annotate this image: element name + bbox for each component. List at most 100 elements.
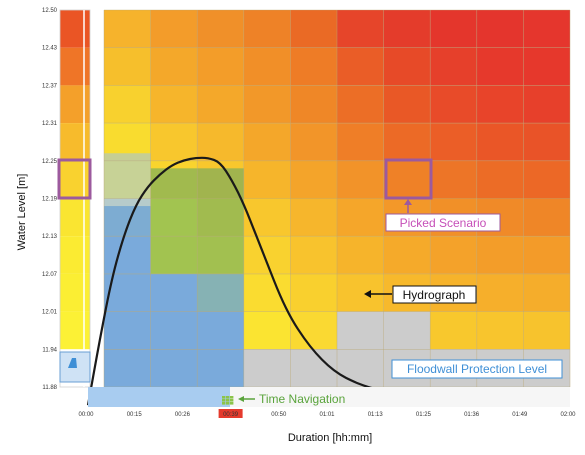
heatmap-cell[interactable] [337,349,384,387]
heatmap-cell[interactable] [476,273,524,312]
picked-scenario-label: Picked Scenario [400,216,487,230]
time-navigation-icon[interactable] [222,396,234,405]
flood-overlay [104,153,244,387]
timenav-grid-cell [230,396,234,399]
heatmap-cell[interactable] [430,85,477,124]
heatmap-cell[interactable] [104,85,151,124]
heatmap-cell[interactable] [430,160,477,199]
heatmap-cell[interactable] [290,47,337,86]
heatmap-cell[interactable] [476,10,524,48]
heatmap-cell[interactable] [523,273,570,312]
heatmap-cell[interactable] [476,311,524,350]
heatmap-cell[interactable] [243,198,291,237]
picked-scenario-label-box [385,213,501,232]
y-tick-label: 11.94 [42,347,57,353]
heatmap-cell[interactable] [290,160,337,199]
picked-arrow-head [404,199,412,205]
heatmap-cell[interactable] [150,85,198,124]
time-navigation-strip[interactable] [88,387,570,407]
heatmap-cell[interactable] [337,47,384,86]
heatmap-cell[interactable] [243,311,291,350]
heatmap-cell[interactable] [197,10,244,48]
heatmap-cell[interactable] [290,236,337,274]
heatmap-cell[interactable] [430,47,477,86]
heatmap-cell[interactable] [383,311,431,350]
heatmap-cell[interactable] [383,123,431,161]
heatmap-cell[interactable] [243,160,291,199]
heatmap-cell[interactable] [337,85,384,124]
heatmap-cell[interactable] [337,236,384,274]
heatmap-cell[interactable] [104,47,151,86]
heatmap-cell[interactable] [337,311,384,350]
heatmap-cell[interactable] [476,236,524,274]
time-navigation-annotation: Time Navigation [238,392,345,406]
heatmap-cell[interactable] [476,160,524,199]
sidebar-segment[interactable] [60,123,90,161]
heatmap-cell[interactable] [523,47,570,86]
heatmap-cell[interactable] [290,198,337,237]
heatmap-cell[interactable] [430,10,477,48]
sidebar-segment[interactable] [60,85,90,124]
heatmap-cell[interactable] [383,160,431,199]
x-tick-highlight[interactable] [218,409,243,418]
heatmap-cell[interactable] [337,160,384,199]
heatmap-cell[interactable] [197,85,244,124]
heatmap-cell[interactable] [290,349,337,387]
heatmap-cell[interactable] [337,273,384,312]
heatmap-cell[interactable] [150,123,198,161]
heatmap-cell[interactable] [430,311,477,350]
heatmap-cell[interactable] [243,47,291,86]
picked-sidebar-box[interactable] [57,158,92,200]
heatmap-cell[interactable] [243,236,291,274]
heatmap-cell[interactable] [383,10,431,48]
sidebar-level-marker[interactable] [59,351,91,383]
hydrograph-label-box [392,285,477,304]
heatmap-cell[interactable] [523,10,570,48]
x-tick-label: 00:00 [78,412,94,418]
sidebar-segment[interactable] [60,273,90,312]
timenav-grid-cell [230,399,234,402]
heatmap-cell[interactable] [523,123,570,161]
heatmap-cell[interactable] [243,349,291,387]
heatmap-cell[interactable] [383,85,431,124]
heatmap-cell[interactable] [243,123,291,161]
heatmap-cell[interactable] [290,311,337,350]
x-axis-title: Duration [hh:mm] [288,432,372,444]
heatmap-cell[interactable] [243,85,291,124]
heatmap-cell[interactable] [523,311,570,350]
sidebar-segment[interactable] [60,198,90,237]
heatmap-cell[interactable] [290,85,337,124]
heatmap-cell[interactable] [337,10,384,48]
heatmap-cell[interactable] [523,85,570,124]
heatmap-cell[interactable] [243,273,291,312]
heatmap-cell[interactable] [150,47,198,86]
heatmap-cell[interactable] [150,10,198,48]
picked-scenario-box[interactable] [384,158,433,200]
heatmap-cell[interactable] [337,198,384,237]
time-strip-flood-range [88,387,230,407]
heatmap-cell[interactable] [290,10,337,48]
sidebar-segment[interactable] [60,160,90,199]
heatmap-cell[interactable] [290,273,337,312]
heatmap-cell[interactable] [430,123,477,161]
heatmap-cell[interactable] [337,123,384,161]
heatmap-cell[interactable] [523,236,570,274]
sidebar-segment[interactable] [60,47,90,86]
sidebar-segment[interactable] [60,10,90,48]
heatmap-cell[interactable] [197,47,244,86]
heatmap-cell[interactable] [523,160,570,199]
heatmap-cell[interactable] [476,85,524,124]
heatmap-cell[interactable] [290,123,337,161]
heatmap-cell[interactable] [476,47,524,86]
sidebar-segment[interactable] [60,236,90,274]
heatmap-cell[interactable] [476,123,524,161]
heatmap-cell[interactable] [104,10,151,48]
heatmap-cell[interactable] [523,198,570,237]
heatmap-cell[interactable] [430,236,477,274]
heatmap-cell[interactable] [383,47,431,86]
heatmap-cell[interactable] [383,236,431,274]
sidebar-segment[interactable] [60,311,90,350]
heatmap-cell[interactable] [243,10,291,48]
heatmap-cell[interactable] [197,123,244,161]
